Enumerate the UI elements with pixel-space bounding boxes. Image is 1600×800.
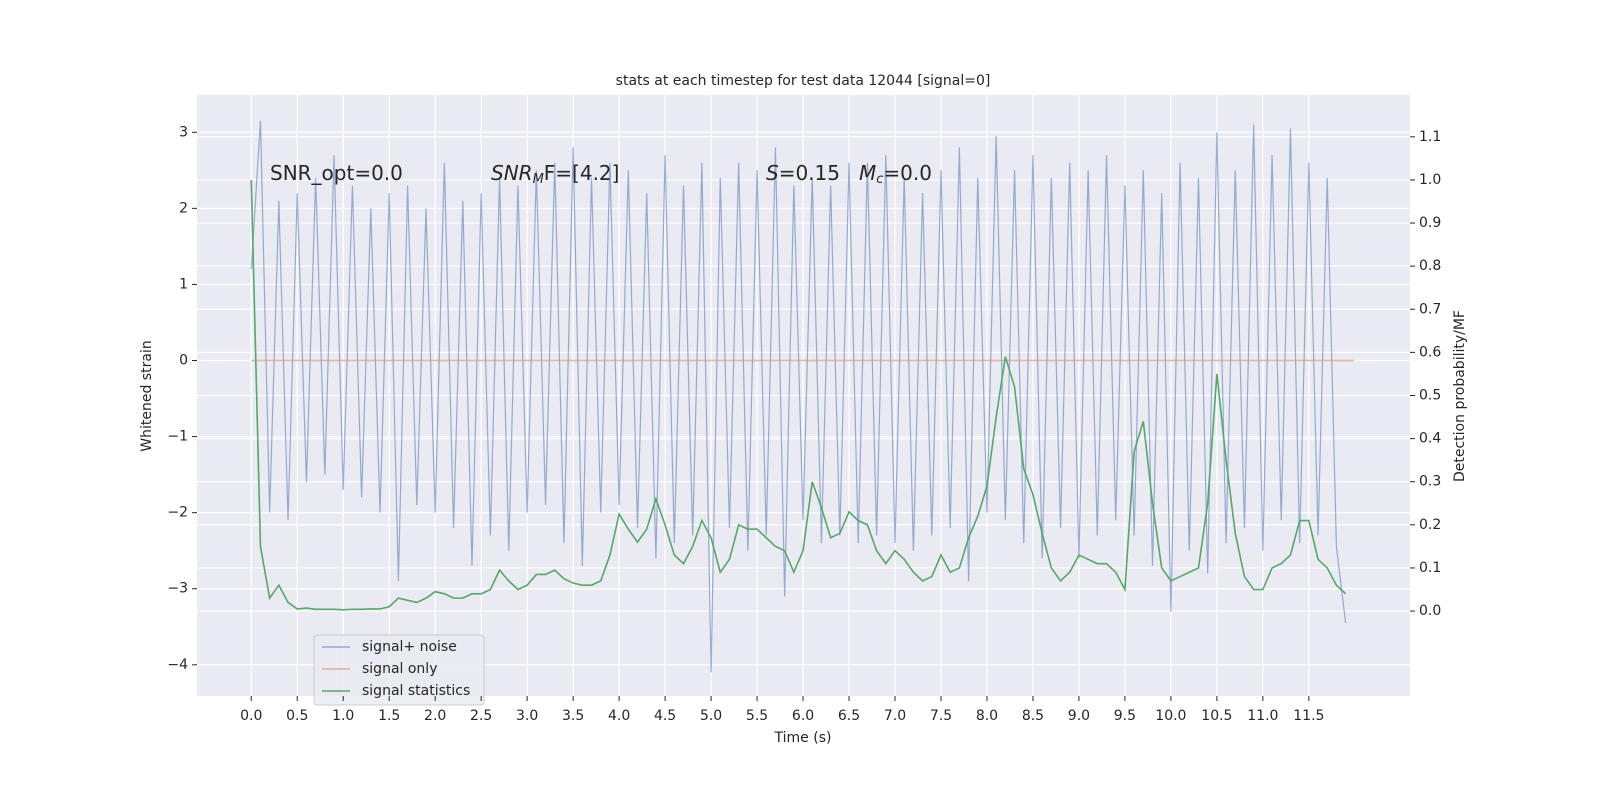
series-line	[250, 120, 1347, 673]
x-tick-label: 5.5	[746, 708, 768, 724]
legend-label: signal only	[362, 661, 437, 677]
y2-tick-label: 0.4	[1419, 431, 1441, 447]
series-line	[250, 179, 1347, 611]
x-tick-label: 9.5	[1114, 708, 1136, 724]
y2-tick-label: 0.6	[1419, 344, 1441, 360]
legend-box	[313, 634, 485, 706]
legend-label: signal+ noise	[362, 639, 457, 655]
x-tick-label: 7.0	[884, 708, 906, 724]
y2-tick-label: 0.5	[1419, 388, 1441, 404]
annotation: SNR_opt=0.0	[270, 161, 403, 185]
x-tick-label: 4.5	[654, 708, 676, 724]
annotation-text: M	[859, 161, 876, 185]
x-tick-label: 8.0	[976, 708, 998, 724]
annotation-text: SNR_opt=0.0	[270, 161, 403, 185]
x-tick-label: 0.0	[240, 708, 262, 724]
y2-tick-label: 0.7	[1419, 301, 1441, 317]
legend-label: signal statistics	[362, 683, 470, 699]
x-tick-label: 9.0	[1068, 708, 1090, 724]
x-tick-label: 3.0	[516, 708, 538, 724]
y2-tick-label: 0.8	[1419, 258, 1441, 274]
annotation-subscript: M	[533, 172, 544, 187]
x-tick-label: 3.5	[562, 708, 584, 724]
y-tick-label: −4	[167, 657, 188, 673]
chart-title: stats at each timestep for test data 120…	[616, 73, 991, 89]
x-tick-label: 11.0	[1247, 708, 1278, 724]
annotation-text: S	[766, 161, 779, 185]
y2-tick-label: 0.0	[1419, 603, 1441, 619]
y-tick-label: −3	[167, 581, 188, 597]
x-tick-label: 6.0	[792, 708, 814, 724]
x-axis-label: Time (s)	[774, 730, 832, 746]
y2-tick-label: 0.1	[1419, 560, 1441, 576]
x-tick-label: 8.5	[1022, 708, 1044, 724]
y2-axis-label: Detection probability/MF	[1452, 310, 1468, 482]
y2-tick-label: 0.2	[1419, 517, 1441, 533]
y-tick-label: 3	[179, 124, 188, 140]
x-tick-label: 10.5	[1201, 708, 1232, 724]
annotation-subscript: c	[876, 172, 883, 187]
y-tick-label: 2	[179, 200, 188, 216]
x-tick-label: 0.5	[286, 708, 308, 724]
annotation: S=0.15	[766, 161, 840, 185]
y-tick-label: 0	[179, 353, 188, 369]
y2-tick-label: 0.9	[1419, 215, 1441, 231]
x-tick-label: 7.5	[930, 708, 952, 724]
annotation: Mc=0.0	[859, 161, 932, 187]
x-tick-label: 2.5	[470, 708, 492, 724]
x-tick-label: 4.0	[608, 708, 630, 724]
annotation-text: SNR	[491, 161, 533, 185]
x-tick-label: 10.0	[1155, 708, 1186, 724]
y-tick-label: −1	[167, 429, 188, 445]
y2-tick-label: 1.0	[1419, 172, 1441, 188]
legend: signal+ noise signal only signal statistic…	[313, 634, 485, 706]
annotation: SNRMF=[4.2]	[491, 161, 619, 187]
annotation-text: =0.0	[883, 161, 932, 185]
y-tick-label: 1	[179, 276, 188, 292]
x-tick-label: 2.0	[424, 708, 446, 724]
y-axis-label: Whitened strain	[139, 340, 155, 451]
x-tick-label: 6.5	[838, 708, 860, 724]
y2-tick-label: 0.3	[1419, 474, 1441, 490]
y2-tick-label: 1.1	[1419, 129, 1441, 145]
y-tick-label: −2	[167, 505, 188, 521]
x-tick-label: 11.5	[1293, 708, 1324, 724]
annotation-text: =0.15	[779, 161, 840, 185]
annotation-text: F=[4.2]	[544, 161, 620, 185]
x-tick-label: 1.5	[378, 708, 400, 724]
x-tick-label: 5.0	[700, 708, 722, 724]
x-tick-label: 1.0	[332, 708, 354, 724]
